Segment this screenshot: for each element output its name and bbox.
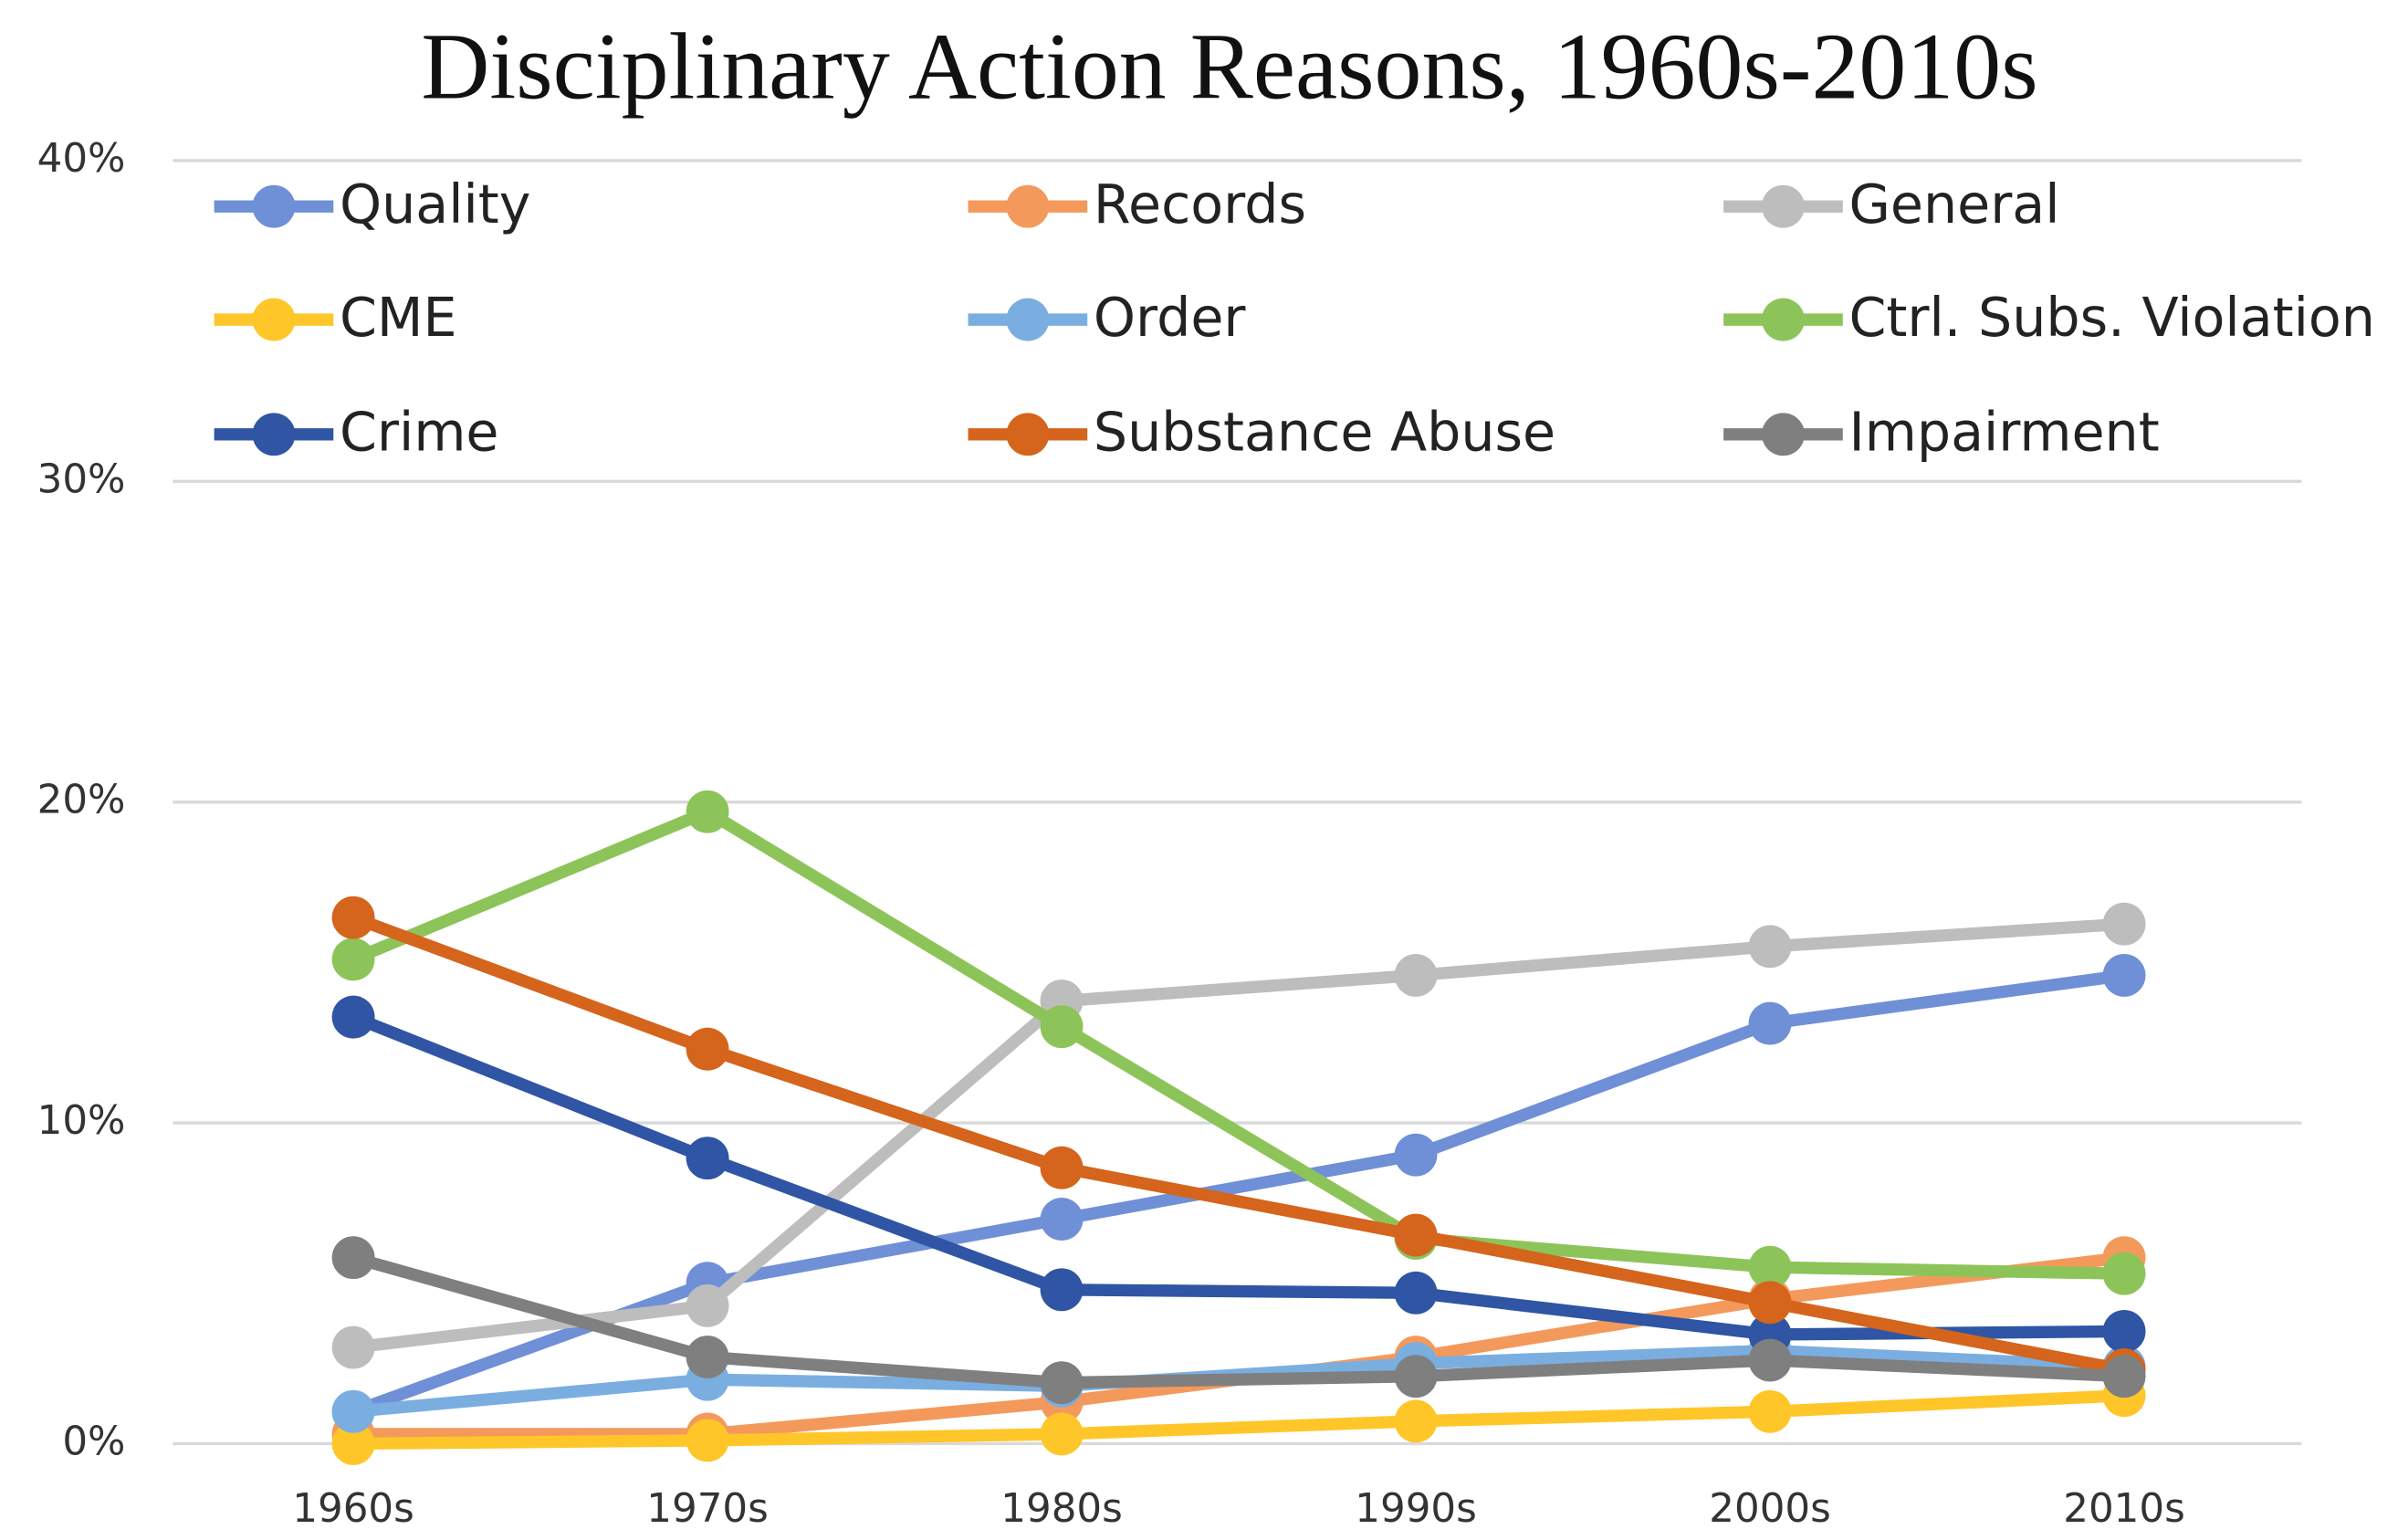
legend-label: Substance Abuse: [1094, 402, 1555, 464]
legend-marker: [1762, 184, 1805, 228]
chart-title: Disciplinary Action Reasons, 1960s-2010s: [421, 15, 2037, 120]
point: [1394, 1271, 1438, 1315]
point: [1040, 1412, 1084, 1456]
point: [1040, 1361, 1084, 1405]
point: [331, 896, 375, 939]
point: [686, 1027, 729, 1071]
point: [1748, 1281, 1792, 1325]
y-tick-label: 20%: [37, 778, 126, 823]
point: [2102, 953, 2146, 997]
legend-label: General: [1848, 173, 2059, 236]
point: [2102, 902, 2146, 946]
x-tick-label: 1990s: [1355, 1486, 1477, 1532]
point: [331, 1389, 375, 1433]
x-tick-label: 1970s: [646, 1486, 769, 1532]
point: [331, 1422, 375, 1465]
legend-label: Crime: [340, 402, 499, 464]
y-tick-label: 30%: [37, 456, 126, 502]
legend-marker: [1762, 298, 1805, 341]
point: [686, 1137, 729, 1180]
point: [686, 790, 729, 833]
point: [686, 1336, 729, 1379]
point: [331, 1325, 375, 1369]
legend-label: Order: [1094, 287, 1246, 349]
point: [331, 995, 375, 1039]
legend-marker: [252, 184, 296, 228]
point: [1394, 1213, 1438, 1257]
point: [1394, 1355, 1438, 1399]
point: [1394, 953, 1438, 997]
point: [1748, 1389, 1792, 1433]
point: [1394, 1133, 1438, 1177]
legend-label: Quality: [340, 173, 530, 236]
legend-label: Records: [1094, 173, 1306, 236]
point: [331, 938, 375, 981]
series-line: [353, 1389, 2125, 1451]
x-tick-label: 1960s: [292, 1486, 414, 1532]
point: [2102, 1252, 2146, 1295]
legend-marker: [1006, 298, 1050, 341]
y-tick-label: 40%: [37, 136, 126, 182]
point: [2102, 1310, 2146, 1353]
point: [686, 1283, 729, 1327]
point: [1748, 1001, 1792, 1045]
point: [331, 1236, 375, 1280]
series-line: [351, 1252, 2125, 1389]
point: [1040, 1005, 1084, 1049]
legend-marker: [252, 413, 296, 456]
series-line: [351, 969, 2125, 1418]
point: [1394, 1399, 1438, 1443]
legend-marker: [1006, 413, 1050, 456]
legend-marker: [252, 298, 296, 341]
point: [1040, 1268, 1084, 1312]
point: [1748, 1245, 1792, 1289]
legend-marker: [1006, 184, 1050, 228]
legend-marker: [1762, 413, 1805, 456]
legend-label: CME: [340, 287, 457, 349]
point: [1040, 1198, 1084, 1241]
series-line: [352, 917, 2125, 1354]
point: [1748, 925, 1792, 969]
x-tick-label: 2010s: [2063, 1486, 2185, 1532]
point: [686, 1419, 729, 1462]
point: [2102, 1355, 2146, 1399]
series-line: [351, 805, 2125, 1280]
legend-label: Ctrl. Subs. Violation: [1848, 287, 2374, 349]
legend-label: Impairment: [1848, 402, 2159, 464]
x-tick-label: 1980s: [1000, 1486, 1123, 1532]
x-tick-label: 2000s: [1709, 1486, 1831, 1532]
series-line: [351, 911, 2126, 1377]
series-line: [351, 1011, 2125, 1341]
point: [1748, 1338, 1792, 1382]
point: [1040, 1146, 1084, 1189]
y-tick-label: 0%: [62, 1419, 125, 1464]
y-tick-label: 10%: [37, 1098, 126, 1144]
